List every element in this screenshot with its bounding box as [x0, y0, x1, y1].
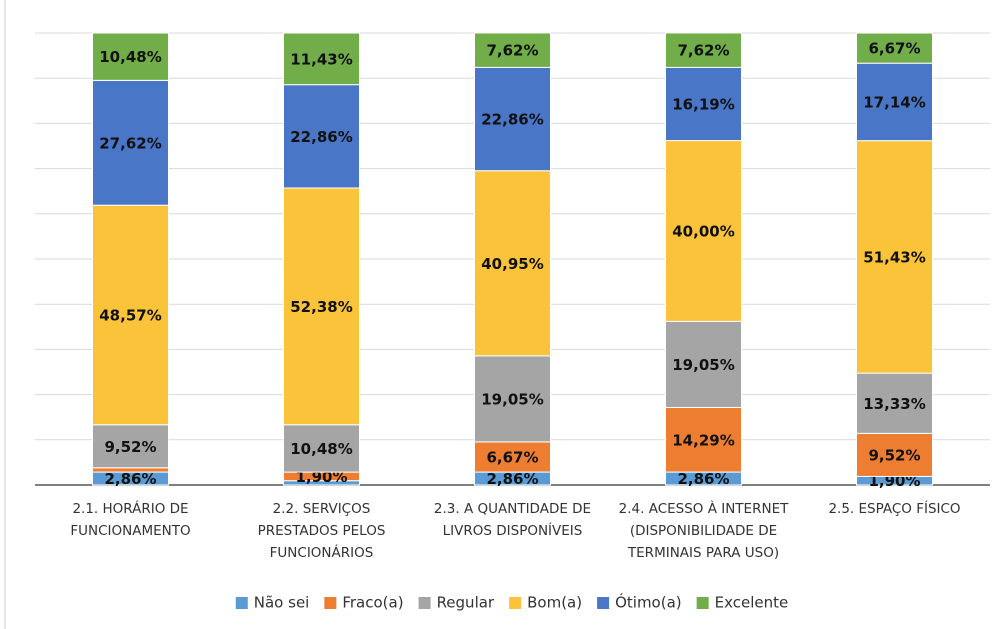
data-label: 51,43% — [863, 248, 925, 266]
data-label: 10,48% — [99, 48, 161, 66]
x-tick-label: 2.2. SERVIÇOS — [273, 501, 371, 517]
data-label: 40,00% — [672, 222, 734, 240]
legend-swatch — [418, 597, 431, 609]
bar-segment — [92, 424, 169, 469]
data-label: 19,05% — [672, 356, 734, 374]
data-label: 19,05% — [481, 390, 543, 408]
data-label: 22,86% — [481, 111, 543, 129]
data-label: 2,86% — [104, 470, 156, 488]
x-tick-label: PRESTADOS PELOS — [258, 523, 386, 539]
x-tick-label: FUNCIONAMENTO — [70, 523, 190, 539]
legend-swatch — [509, 597, 522, 609]
bar-segment — [856, 372, 933, 434]
x-tick-label: FUNCIONÁRIOS — [270, 544, 374, 561]
data-label: 10,48% — [290, 440, 352, 458]
bar-segment — [283, 32, 360, 86]
bar-segment — [856, 62, 933, 142]
legend-label: Excelente — [715, 594, 789, 612]
bar-segment — [283, 187, 360, 426]
legend-swatch — [235, 597, 248, 609]
bar-segment — [92, 204, 169, 426]
bar-segment — [856, 140, 933, 374]
data-label: 22,86% — [290, 128, 352, 146]
bar-segment — [665, 66, 742, 142]
data-label: 27,62% — [99, 134, 161, 152]
bar-segment — [665, 406, 742, 473]
x-tick-label: LIVROS DISPONÍVEIS — [443, 522, 583, 539]
data-label: 7,62% — [486, 42, 538, 60]
legend-swatch — [324, 597, 337, 609]
data-label: 2,86% — [486, 470, 538, 488]
data-label: 7,62% — [677, 42, 729, 60]
legend-swatch — [597, 597, 610, 609]
x-tick-label: 2.3. A QUANTIDADE DE — [434, 501, 591, 517]
data-label: 14,29% — [672, 431, 734, 449]
bar-segment — [474, 355, 551, 443]
data-label: 13,33% — [863, 395, 925, 413]
legend-label: Fraco(a) — [342, 594, 403, 612]
data-label: 17,14% — [863, 93, 925, 111]
bar-segment — [92, 79, 169, 206]
data-label: 40,95% — [481, 255, 543, 273]
legend-label: Ótimo(a) — [615, 593, 682, 612]
x-tick-label: 2.4. ACESSO À INTERNET — [619, 500, 789, 517]
legend-label: Não sei — [254, 594, 310, 612]
legend-label: Regular — [437, 594, 495, 612]
x-tick-label: 2.5. ESPAÇO FÍSICO — [828, 500, 960, 517]
bar-segment — [283, 84, 360, 189]
legend-swatch — [696, 597, 709, 609]
bar-segment — [92, 467, 169, 473]
data-label: 52,38% — [290, 298, 352, 316]
data-label: 16,19% — [672, 95, 734, 113]
data-label: 9,52% — [868, 446, 920, 464]
data-label: 11,43% — [290, 50, 352, 68]
x-tick-label: TERMINAIS PARA USO) — [627, 545, 779, 561]
legend-label: Bom(a) — [527, 594, 582, 612]
data-label: 6,67% — [486, 448, 538, 466]
bar-segment — [665, 320, 742, 408]
data-label: 48,57% — [99, 306, 161, 324]
bar-segment — [856, 32, 933, 64]
x-tick-label: (DISPONIBILIDADE DE — [630, 523, 777, 539]
data-label: 6,67% — [868, 40, 920, 58]
bar-segment — [665, 32, 742, 68]
x-tick-label: 2.1. HORÁRIO DE — [72, 500, 188, 517]
data-label: 9,52% — [104, 438, 156, 456]
bar-segment — [474, 441, 551, 473]
bar-segment — [474, 32, 551, 68]
bar-segment — [856, 432, 933, 477]
bar-segment — [92, 32, 169, 81]
bar-segment — [283, 424, 360, 473]
data-label: 2,86% — [677, 470, 729, 488]
